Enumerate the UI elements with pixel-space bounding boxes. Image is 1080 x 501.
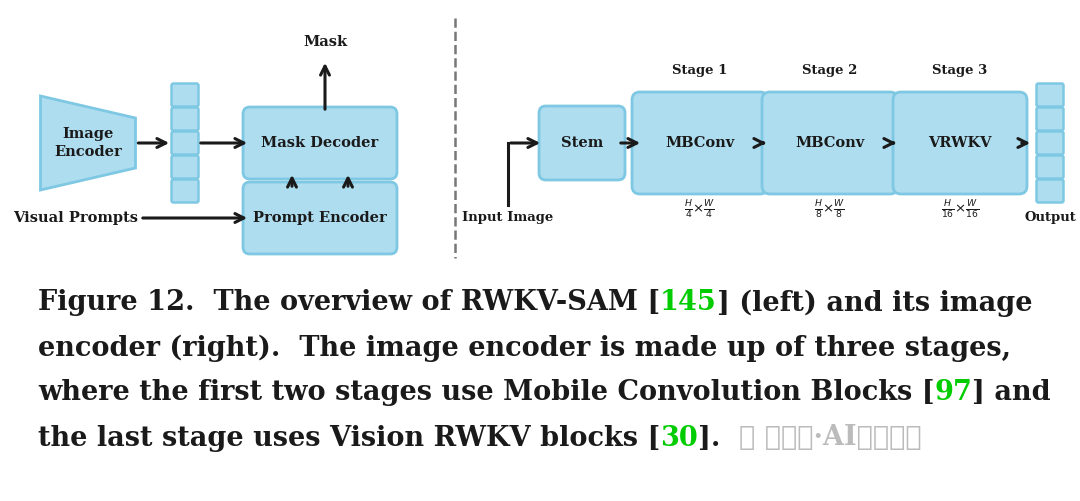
FancyBboxPatch shape [539, 106, 625, 180]
Text: Output: Output [1024, 211, 1076, 224]
Text: Mask Decoder: Mask Decoder [261, 136, 379, 150]
FancyBboxPatch shape [172, 155, 199, 178]
FancyBboxPatch shape [1037, 179, 1064, 202]
FancyBboxPatch shape [1037, 131, 1064, 154]
FancyBboxPatch shape [243, 182, 397, 254]
Text: encoder (right).  The image encoder is made up of three stages,: encoder (right). The image encoder is ma… [38, 334, 1011, 362]
Text: Visual Prompts: Visual Prompts [13, 211, 138, 225]
Text: ].: ]. [698, 424, 740, 451]
Text: Stage 2: Stage 2 [802, 64, 858, 77]
Text: VRWKV: VRWKV [928, 136, 991, 150]
Text: 145: 145 [660, 290, 717, 317]
Text: the last stage uses Vision RWKV blocks [: the last stage uses Vision RWKV blocks [ [38, 424, 660, 451]
FancyBboxPatch shape [1037, 108, 1064, 130]
Text: Stage 1: Stage 1 [673, 64, 728, 77]
Text: ] (left) and its image: ] (left) and its image [717, 289, 1032, 317]
FancyBboxPatch shape [762, 92, 897, 194]
Text: $\frac{H}{16}$$\times$$\frac{W}{16}$: $\frac{H}{16}$$\times$$\frac{W}{16}$ [941, 199, 980, 221]
Text: 30: 30 [660, 424, 698, 451]
Text: Stem: Stem [561, 136, 603, 150]
FancyBboxPatch shape [893, 92, 1027, 194]
Text: Input Image: Input Image [462, 211, 554, 224]
Text: Image
Encoder: Image Encoder [54, 127, 122, 159]
FancyBboxPatch shape [172, 179, 199, 202]
Text: $\frac{H}{8}$$\times$$\frac{W}{8}$: $\frac{H}{8}$$\times$$\frac{W}{8}$ [814, 199, 846, 221]
Text: MBConv: MBConv [665, 136, 734, 150]
FancyBboxPatch shape [1037, 155, 1064, 178]
FancyBboxPatch shape [243, 107, 397, 179]
Text: ] and: ] and [972, 379, 1051, 406]
Text: 97: 97 [934, 379, 972, 406]
FancyBboxPatch shape [1037, 84, 1064, 107]
FancyBboxPatch shape [172, 108, 199, 130]
Text: Figure 12.  The overview of RWKV-SAM [: Figure 12. The overview of RWKV-SAM [ [38, 290, 660, 317]
Text: 📲 公众号·AI生成未来: 📲 公众号·AI生成未来 [740, 424, 922, 451]
Text: Mask: Mask [302, 35, 347, 49]
FancyBboxPatch shape [632, 92, 768, 194]
Text: Stage 3: Stage 3 [932, 64, 987, 77]
FancyBboxPatch shape [172, 84, 199, 107]
FancyBboxPatch shape [172, 131, 199, 154]
Text: $\frac{H}{4}$$\times$$\frac{W}{4}$: $\frac{H}{4}$$\times$$\frac{W}{4}$ [685, 199, 716, 221]
Text: MBConv: MBConv [795, 136, 865, 150]
Polygon shape [41, 96, 135, 190]
Text: Prompt Encoder: Prompt Encoder [253, 211, 387, 225]
Text: where the first two stages use Mobile Convolution Blocks [: where the first two stages use Mobile Co… [38, 379, 934, 406]
